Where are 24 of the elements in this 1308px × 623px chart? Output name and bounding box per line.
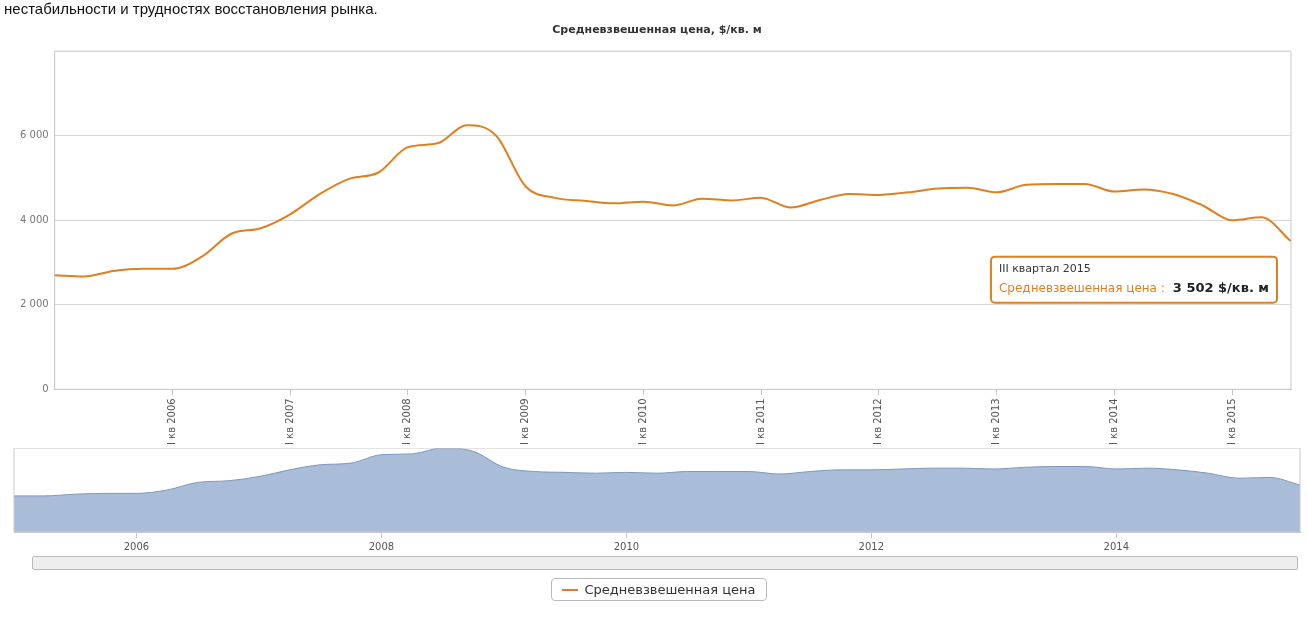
x-tick-label: I кв 2008 [401, 398, 413, 446]
x-tick-label: I кв 2014 [1107, 398, 1119, 446]
x-tick-label: I кв 2006 [165, 398, 177, 446]
y-tick-label: 4 000 [19, 213, 49, 225]
text: нестабильности и трудностях восстановления рынка. [3, 0, 379, 18]
x-tick-label: I кв 2012 [872, 398, 884, 446]
x-tick-label: I кв 2009 [519, 398, 531, 446]
x-tick-label: I кв 2007 [283, 398, 295, 446]
x-tick-label: 2014 [1103, 540, 1130, 552]
y-tick-label: 0 [42, 382, 49, 394]
line-series [53, 124, 1292, 278]
x-tick-label: 2006 [123, 540, 150, 552]
x-tick-label: 2008 [368, 540, 395, 552]
chart-title: Средневзвешенная цена, $/кв. м [552, 23, 762, 37]
x-tick-label: 2012 [858, 540, 885, 552]
x-tick-label: I кв 2013 [990, 398, 1002, 446]
y-tick-label: 2 000 [19, 298, 49, 310]
x-tick-label: I кв 2011 [754, 398, 766, 446]
x-tick-label: I кв 2015 [1225, 398, 1237, 446]
x-tick-label: I кв 2010 [636, 398, 648, 446]
legend-label: Средневзвешенная цена [584, 582, 756, 597]
x-tick-label: 2010 [613, 540, 640, 552]
annotation: III квартал 2015 Средневзвешенная цена : 3 502 $/кв. м [998, 262, 1269, 296]
y-tick-label: 6 000 [19, 129, 49, 141]
